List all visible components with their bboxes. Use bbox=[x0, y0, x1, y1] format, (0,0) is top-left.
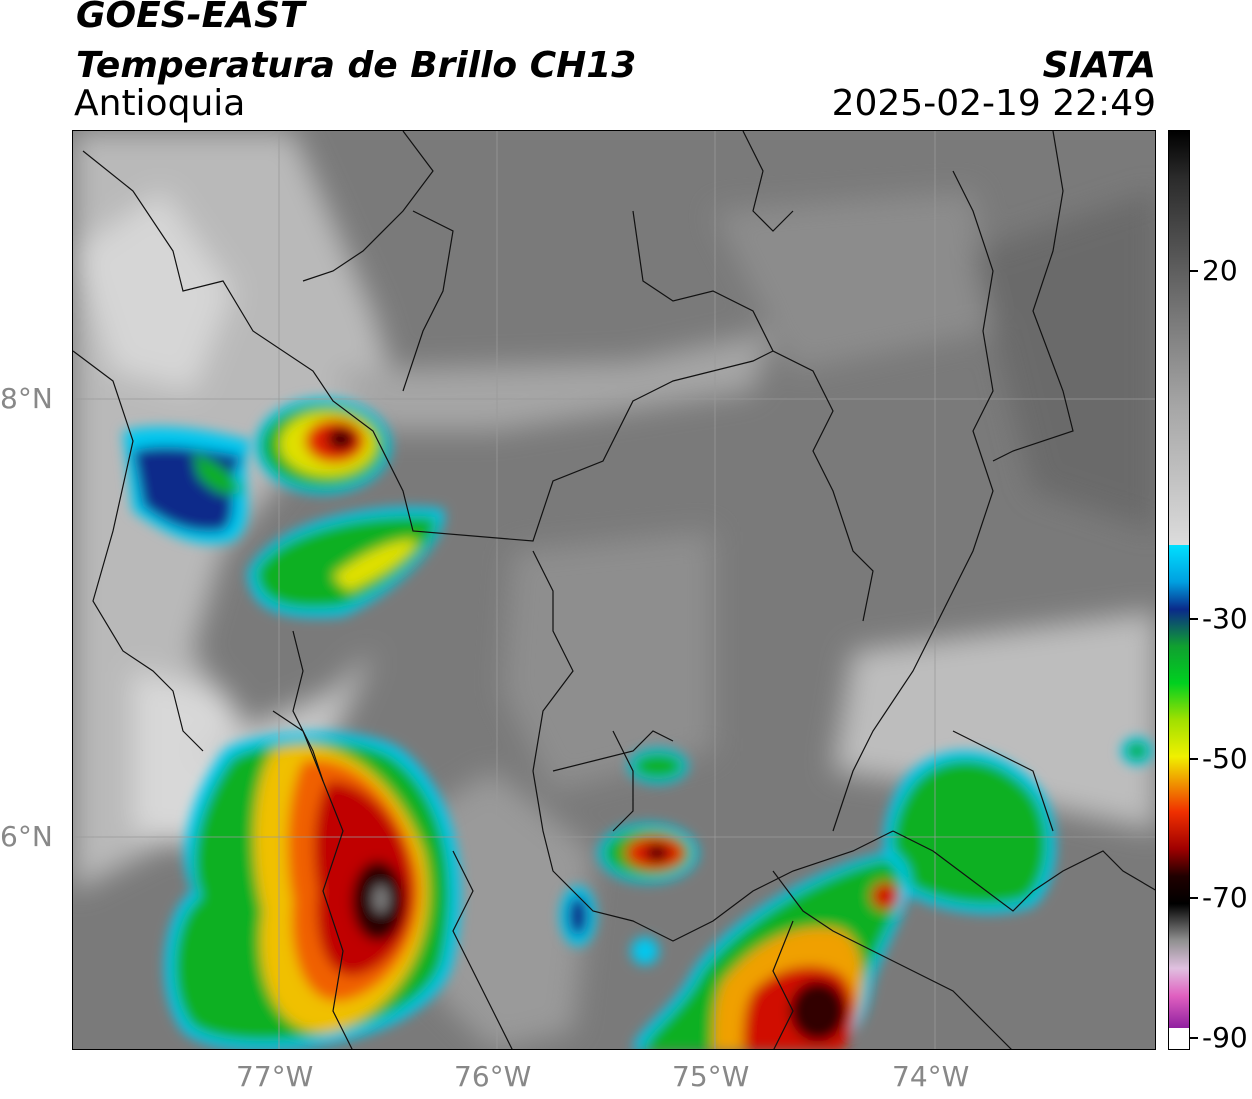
product-title: Temperatura de Brillo CH13 bbox=[76, 45, 637, 86]
organization-label: SIATA bbox=[1042, 45, 1156, 86]
colorbar-label-20: 20 bbox=[1202, 254, 1238, 287]
colorbar-label-minus30: -30 bbox=[1202, 602, 1248, 635]
colorbar-label-minus70: -70 bbox=[1202, 881, 1248, 914]
map-canvas bbox=[73, 131, 1155, 1049]
colorbar bbox=[1168, 130, 1190, 1050]
datetime-label: 2025-02-19 22:49 bbox=[831, 83, 1156, 124]
boundaries bbox=[73, 131, 1155, 1049]
lat-label-6n: 6°N bbox=[0, 820, 53, 853]
colorbar-tick-minus30 bbox=[1190, 618, 1198, 620]
region-label: Antioquia bbox=[74, 83, 246, 124]
satellite-map[interactable] bbox=[72, 130, 1156, 1050]
lon-label-76w: 76°W bbox=[454, 1060, 532, 1093]
graticule bbox=[73, 131, 1155, 1049]
lat-label-8n: 8°N bbox=[0, 382, 53, 415]
lon-label-75w: 75°W bbox=[672, 1060, 750, 1093]
colorbar-tick-minus90 bbox=[1190, 1037, 1198, 1039]
colorbar-label-minus90: -90 bbox=[1202, 1021, 1248, 1054]
colorbar-tick-minus50 bbox=[1190, 758, 1198, 760]
colorbar-gradient bbox=[1169, 131, 1189, 1049]
colorbar-tick-20 bbox=[1190, 270, 1198, 272]
lon-label-77w: 77°W bbox=[236, 1060, 314, 1093]
colorbar-tick-minus70 bbox=[1190, 897, 1198, 899]
colorbar-label-minus50: -50 bbox=[1202, 742, 1248, 775]
convective-cells bbox=[123, 398, 1153, 1049]
satellite-title: GOES-EAST bbox=[76, 0, 305, 36]
lon-label-74w: 74°W bbox=[892, 1060, 970, 1093]
